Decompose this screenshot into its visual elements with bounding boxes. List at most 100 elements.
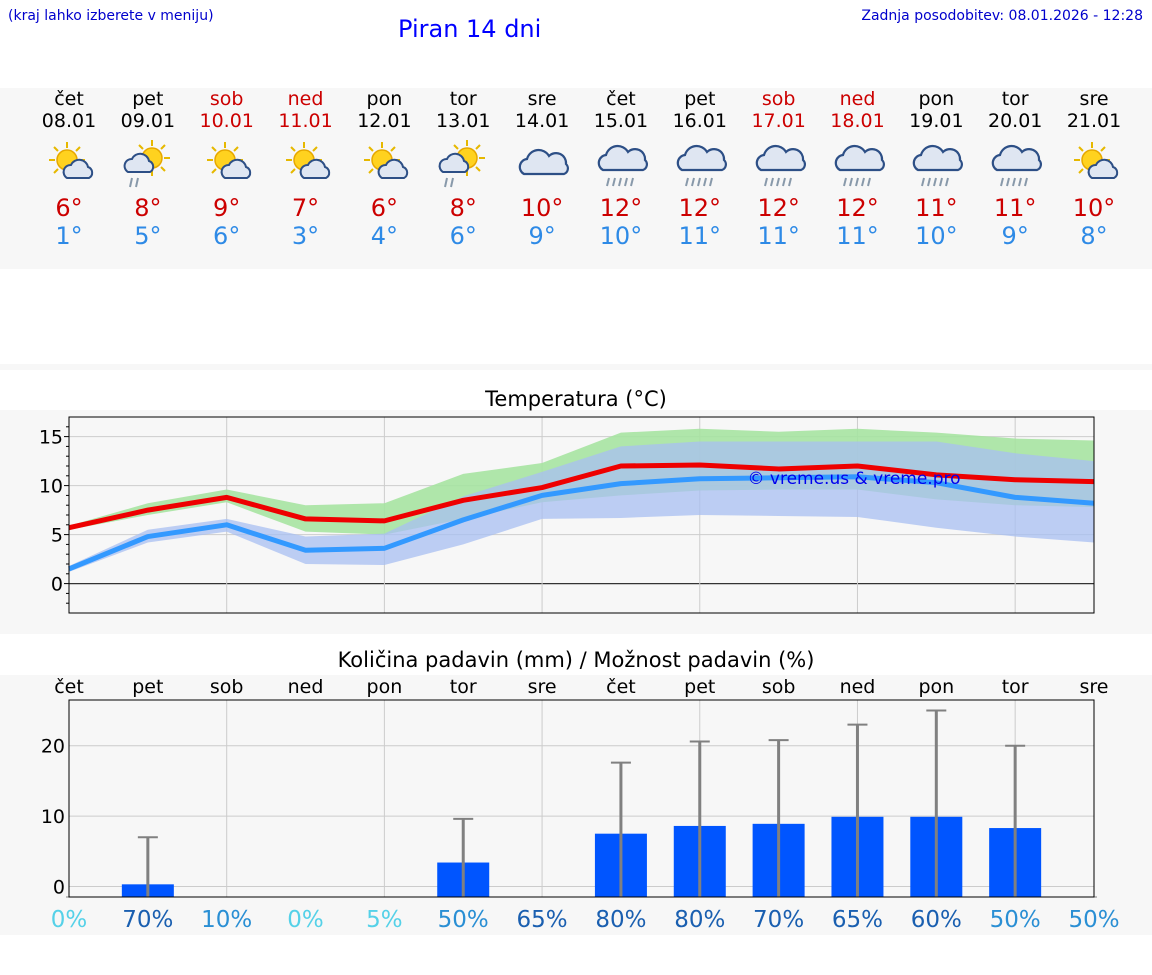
watermark: © vreme.us & vreme.pro xyxy=(747,469,960,489)
max-temp-line xyxy=(68,462,1095,531)
min-temp: 11° xyxy=(836,222,879,250)
day-date: 11.01 xyxy=(278,110,333,132)
max-temp: 12° xyxy=(836,194,879,222)
precip-x-label: sre xyxy=(1080,676,1109,698)
precip-y-tick: 20 xyxy=(41,736,65,758)
day-forecast: pet 09.01 8° 5° xyxy=(108,88,188,250)
day-date: 10.01 xyxy=(199,110,254,132)
day-forecast: sob 17.01 12° 11° xyxy=(739,88,819,250)
min-temp: 6° xyxy=(213,222,241,250)
day-name: pet xyxy=(684,88,716,110)
sun-cloud-icon xyxy=(285,142,330,179)
day-forecast: tor 13.01 8° 6° xyxy=(423,88,503,250)
day-forecast: pon 19.01 11° 10° xyxy=(896,88,976,250)
precip-probability: 0% xyxy=(51,907,88,933)
day-date: 13.01 xyxy=(436,110,491,132)
min-temp-band xyxy=(69,441,1094,572)
temperature-y-tick: 15 xyxy=(39,427,63,449)
precip-probability: 65% xyxy=(832,907,883,933)
min-temp: 11° xyxy=(678,222,722,250)
sun-cloud-icon xyxy=(49,142,94,179)
precip-x-label: čet xyxy=(606,676,636,698)
day-forecast: sre 21.01 10° 8° xyxy=(1054,88,1134,250)
day-date: 12.01 xyxy=(357,110,412,132)
sun-cloud-rain-icon xyxy=(438,140,486,188)
day-forecast: pon 12.01 6° 4° xyxy=(344,88,424,250)
min-temp: 11° xyxy=(757,222,800,250)
day-date: 18.01 xyxy=(830,110,885,132)
day-forecast: sob 10.01 9° 6° xyxy=(187,88,267,250)
max-temp: 12° xyxy=(757,194,800,222)
max-temp: 8° xyxy=(449,194,477,222)
precip-x-label: pet xyxy=(684,676,715,698)
location-hint: (kraj lahko izberete v meniju) xyxy=(8,8,214,24)
min-temp: 3° xyxy=(291,222,320,250)
precip-probability: 0% xyxy=(287,907,324,933)
max-temp: 11° xyxy=(993,194,1037,222)
min-temp: 5° xyxy=(134,222,162,250)
sun-cloud-icon xyxy=(364,142,409,179)
cloud-rain-icon xyxy=(755,144,806,187)
precip-probability: 50% xyxy=(990,907,1041,933)
separator-band xyxy=(0,364,1152,370)
precip-x-label: sre xyxy=(528,676,557,698)
day-name: ned xyxy=(839,88,876,110)
min-temp: 8° xyxy=(1080,222,1108,250)
sun-cloud-icon xyxy=(1074,142,1119,179)
precip-probability: 5% xyxy=(366,907,403,933)
day-name: sre xyxy=(527,88,557,110)
precip-x-label: ned xyxy=(840,676,876,698)
precip-chart-title: Količina padavin (mm) / Možnost padavin … xyxy=(337,648,815,672)
precip-x-label: čet xyxy=(54,676,84,698)
max-temp: 7° xyxy=(291,194,320,222)
min-temp-line xyxy=(68,474,1095,572)
precip-x-label: pet xyxy=(132,676,163,698)
day-name: pon xyxy=(918,88,955,110)
precip-probability: 10% xyxy=(201,907,252,933)
cloud-rain-icon xyxy=(834,144,885,187)
cloud-rain-icon xyxy=(991,144,1043,187)
day-date: 16.01 xyxy=(672,110,727,132)
day-date: 20.01 xyxy=(987,110,1043,132)
day-forecast: čet 15.01 12° 10° xyxy=(581,88,661,250)
min-temp: 4° xyxy=(370,222,399,250)
max-temp: 9° xyxy=(213,194,241,222)
day-name: sob xyxy=(209,88,244,110)
precip-probability: 80% xyxy=(595,907,646,933)
day-forecast: sre 14.01 10° 9° xyxy=(502,88,582,250)
day-forecast: tor 20.01 11° 9° xyxy=(975,88,1055,250)
max-temp: 6° xyxy=(370,194,399,222)
cloud-rain-icon xyxy=(913,144,964,187)
max-temp: 6° xyxy=(55,194,83,222)
day-name: pon xyxy=(366,88,403,110)
min-temp: 9° xyxy=(1001,222,1029,250)
precip-x-label: pon xyxy=(918,676,954,698)
precip-probability: 50% xyxy=(1068,907,1119,933)
day-forecast: čet 08.01 6° 1° xyxy=(29,88,109,250)
precip-x-label: pon xyxy=(367,676,403,698)
day-date: 15.01 xyxy=(593,110,649,132)
precip-x-label: ned xyxy=(288,676,324,698)
day-date: 09.01 xyxy=(120,110,176,132)
day-name: tor xyxy=(1001,88,1029,110)
precip-x-label: tor xyxy=(1002,676,1029,698)
temperature-y-tick: 5 xyxy=(51,525,63,547)
day-forecast: ned 11.01 7° 3° xyxy=(266,88,346,250)
temperature-chart-title: Temperatura (°C) xyxy=(485,387,667,411)
min-temp: 9° xyxy=(528,222,556,250)
max-temp: 12° xyxy=(678,194,722,222)
day-date: 19.01 xyxy=(909,110,964,132)
min-temp: 6° xyxy=(449,222,477,250)
temperature-plot-frame xyxy=(68,416,1095,614)
precip-x-label: sob xyxy=(762,676,796,698)
max-temp: 12° xyxy=(599,194,643,222)
precip-x-label: sob xyxy=(210,676,244,698)
day-forecast: ned 18.01 12° 11° xyxy=(818,88,898,250)
cloud-rain-icon xyxy=(676,144,727,187)
day-name: sob xyxy=(761,88,796,110)
daily-forecast: čet 08.01 6° 1° pet 09.01 8° 5° sob 10.01 9° 6° ned 1… xyxy=(0,88,1152,268)
precip-probability: 70% xyxy=(122,907,173,933)
max-temp: 8° xyxy=(134,194,162,222)
precip-y-tick: 0 xyxy=(53,876,65,898)
min-temp: 1° xyxy=(55,222,83,250)
